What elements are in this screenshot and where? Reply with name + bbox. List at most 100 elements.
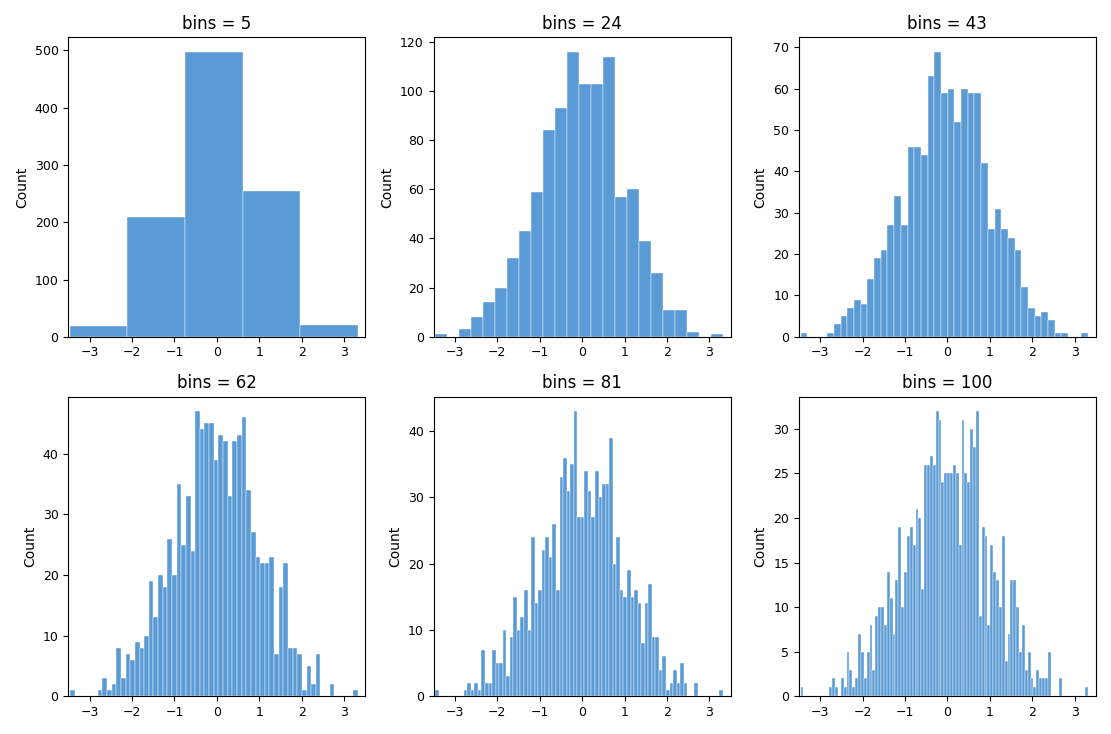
Bar [801,333,808,337]
Bar [933,465,935,697]
Bar [901,607,904,697]
Bar [496,663,499,697]
Bar [556,108,567,337]
Bar [981,163,988,337]
Bar [988,229,994,337]
Bar [1008,238,1014,337]
Bar [107,690,112,697]
Bar [283,563,288,697]
Bar [677,683,680,697]
Y-axis label: Count: Count [389,526,402,567]
Bar [181,545,186,697]
Bar [1081,333,1088,337]
Bar [948,473,950,697]
Bar [861,304,868,337]
Bar [1004,661,1008,697]
Bar [982,527,984,697]
Bar [144,636,149,697]
Title: bins = 100: bins = 100 [902,374,992,393]
Bar [531,537,534,697]
Bar [481,650,486,697]
Bar [70,690,74,697]
Bar [237,435,241,697]
Bar [499,663,502,697]
Bar [126,654,130,697]
Bar [1017,607,1019,697]
Bar [950,473,953,697]
Bar [264,563,270,697]
Bar [524,590,528,697]
Bar [1039,678,1042,697]
Bar [887,572,890,697]
Bar [864,678,867,697]
Bar [634,590,638,697]
Bar [904,572,907,697]
Bar [177,484,181,697]
Bar [997,581,999,697]
Bar [1001,229,1008,337]
Bar [899,527,901,697]
Bar [895,581,899,697]
Bar [502,630,507,697]
Bar [683,683,688,697]
Bar [492,650,496,697]
Bar [829,687,832,697]
Bar [588,491,591,697]
Bar [652,636,655,697]
Bar [117,647,121,697]
Bar [870,625,872,697]
Bar [638,603,641,697]
Bar [881,607,884,697]
Bar [552,524,556,697]
Bar [213,459,219,697]
Bar [910,527,913,697]
Bar [680,663,683,697]
Bar [70,326,128,337]
Bar [474,683,478,697]
Bar [1002,536,1004,697]
Bar [468,683,471,697]
Bar [641,643,644,697]
Bar [520,617,524,697]
Bar [581,517,584,697]
Bar [662,656,665,697]
Bar [953,465,955,697]
Bar [974,93,981,337]
Bar [934,51,941,337]
Bar [888,225,894,337]
Bar [694,683,698,697]
Bar [330,684,334,697]
Bar [919,518,921,697]
Bar [867,652,870,697]
Bar [915,509,919,697]
Bar [921,589,924,697]
Bar [102,678,107,697]
Bar [128,217,186,337]
Bar [288,647,292,697]
Bar [711,334,723,337]
Bar [907,536,910,697]
Bar [843,687,847,697]
Bar [579,84,591,337]
Bar [1041,312,1048,337]
Bar [609,437,613,697]
Bar [884,625,887,697]
Bar [941,93,948,337]
Title: bins = 24: bins = 24 [542,15,622,33]
Bar [486,683,489,697]
Bar [121,678,126,697]
Bar [841,678,843,697]
Bar [973,447,975,697]
Bar [1024,669,1028,697]
Bar [478,690,481,697]
Y-axis label: Count: Count [16,167,29,208]
Bar [256,556,260,697]
Bar [939,420,941,697]
Bar [232,441,237,697]
Bar [674,310,687,337]
Bar [546,537,549,697]
Bar [1037,669,1039,697]
Bar [927,465,930,697]
Bar [528,630,531,697]
Bar [901,225,908,337]
